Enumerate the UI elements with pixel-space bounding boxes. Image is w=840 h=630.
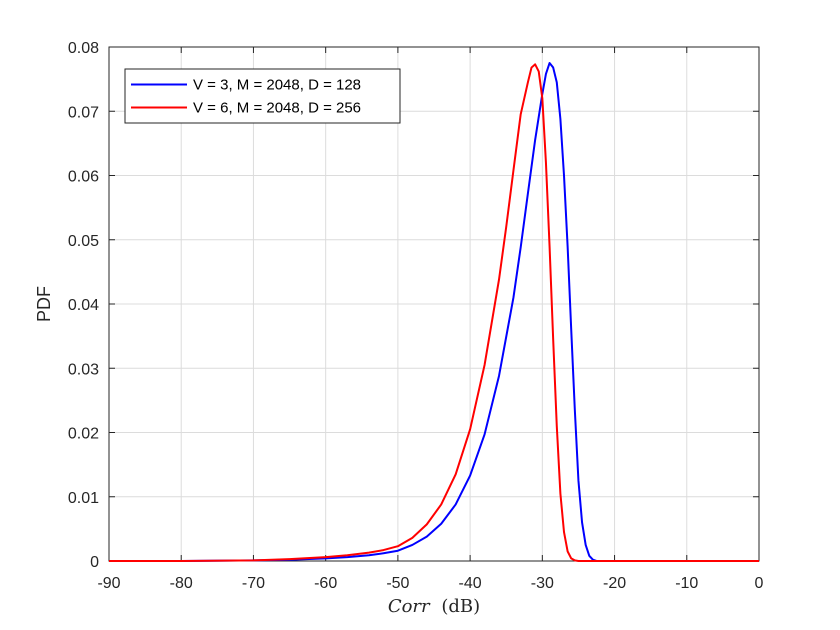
x-tick-label: -90 bbox=[97, 575, 120, 592]
series-line-1 bbox=[109, 62, 759, 562]
y-tick-label: 0.01 bbox=[68, 490, 99, 507]
x-tick-label: -50 bbox=[386, 575, 409, 592]
x-tick-label: -10 bbox=[675, 575, 698, 592]
grid-lines bbox=[108, 46, 760, 562]
tick-labels: -90 -80 -70 -60 -50 -40 -30 -20 -10 0 0 0.01 0.02 0.0… bbox=[68, 40, 764, 592]
x-axis-label: Corr (dB) bbox=[388, 596, 480, 617]
legend-label-2: V = 6, M = 2048, D = 256 bbox=[193, 100, 361, 117]
legend: V = 3, M = 2048, D = 128 V = 6, M = 2048,… bbox=[124, 68, 401, 124]
legend-label-1: V = 3, M = 2048, D = 128 bbox=[193, 77, 361, 94]
y-tick-label: 0.03 bbox=[68, 361, 99, 378]
y-axis-label: PDF bbox=[34, 286, 54, 322]
y-tick-label: 0.05 bbox=[68, 233, 99, 250]
x-tick-label: -70 bbox=[242, 575, 265, 592]
y-tick-label: 0.04 bbox=[68, 297, 99, 314]
legend-box bbox=[124, 68, 401, 124]
y-tick-label: 0.07 bbox=[68, 104, 99, 121]
x-tick-label: -20 bbox=[603, 575, 626, 592]
y-tick-label: 0 bbox=[90, 554, 99, 571]
series-lines bbox=[109, 62, 759, 562]
x-tick-label: 0 bbox=[755, 575, 764, 592]
x-tick-label: -40 bbox=[459, 575, 482, 592]
x-tick-label: -80 bbox=[170, 575, 193, 592]
x-axis-label-variable: Corr bbox=[388, 596, 431, 617]
y-tick-label: 0.02 bbox=[68, 426, 99, 443]
series-line-2 bbox=[109, 63, 759, 562]
y-tick-label: 0.06 bbox=[68, 169, 99, 186]
x-tick-label: -30 bbox=[531, 575, 554, 592]
x-tick-label: -60 bbox=[314, 575, 337, 592]
y-tick-label: 0.08 bbox=[68, 40, 99, 57]
x-axis-label-unit: (dB) bbox=[441, 596, 480, 617]
